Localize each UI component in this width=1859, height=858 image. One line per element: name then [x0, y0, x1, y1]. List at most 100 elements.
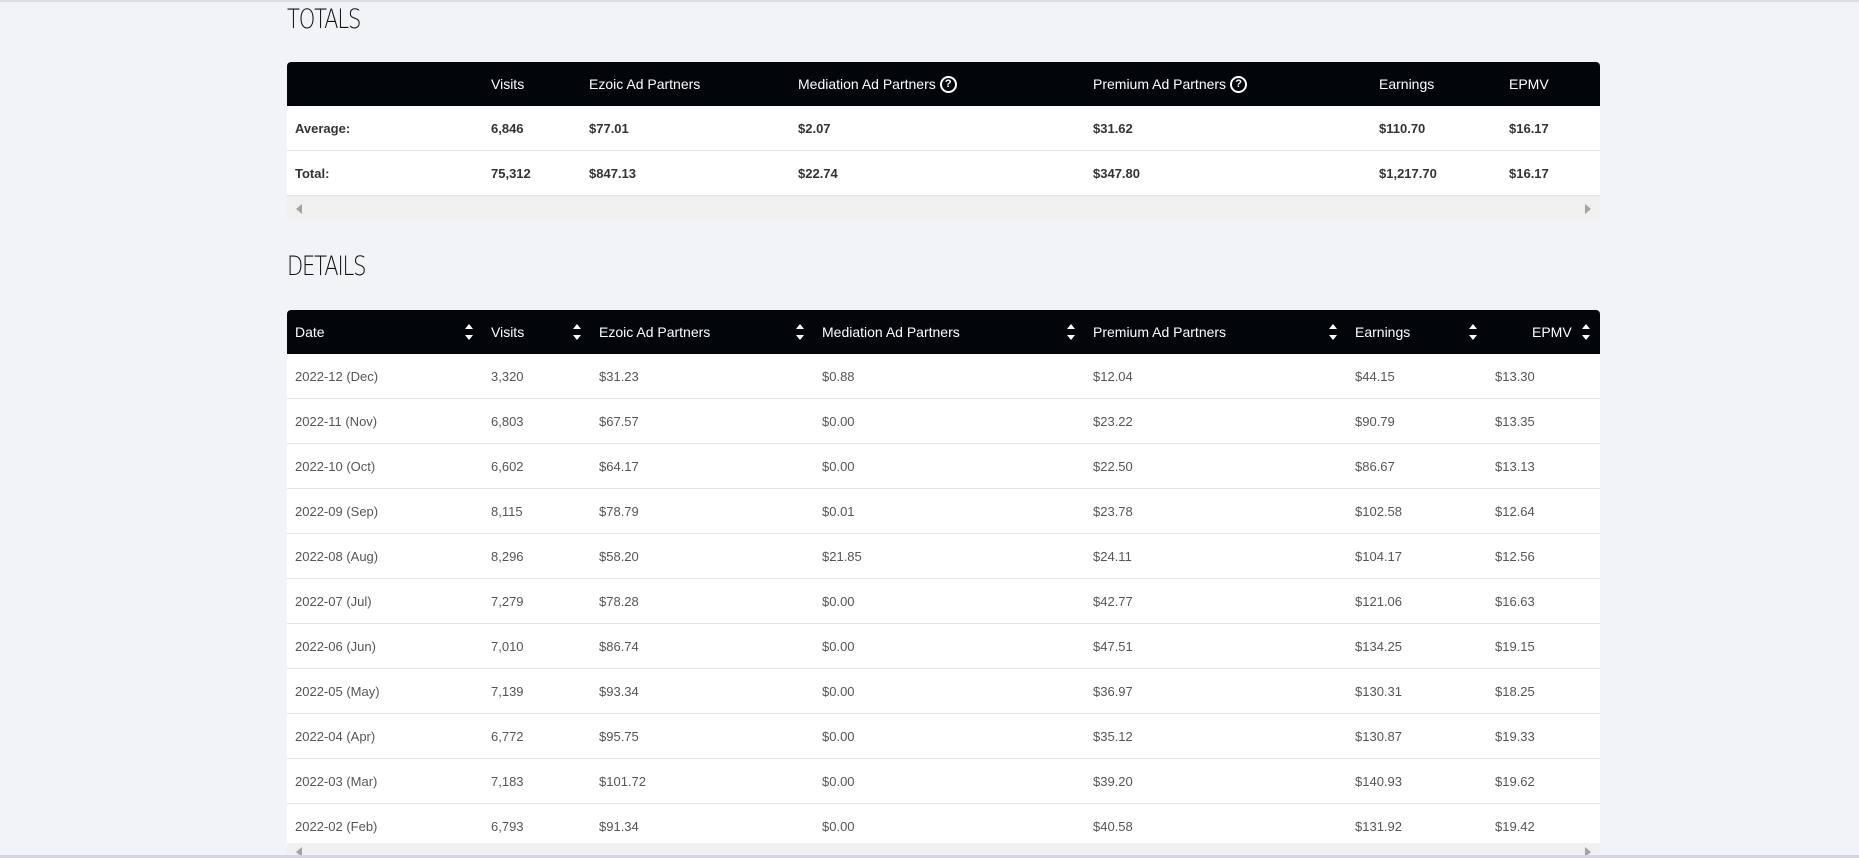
- details-header-epmv[interactable]: EPMV: [1487, 310, 1600, 354]
- details-cell-epmv: $19.15: [1495, 638, 1535, 654]
- table-row: 2022-09 (Sep) 8,115 $78.79 $0.01 $23.78 $102.…: [287, 489, 1600, 534]
- details-cell-premium: $35.12: [1093, 728, 1133, 744]
- sort-icon[interactable]: [1469, 322, 1477, 342]
- details-cell-visits: 3,320: [491, 368, 524, 384]
- details-cell-visits: 6,772: [491, 728, 524, 744]
- scroll-left-icon[interactable]: [296, 847, 302, 857]
- details-cell-mediation: $0.00: [822, 683, 855, 699]
- totals-cell-mediation: $2.07: [798, 120, 831, 136]
- details-cell-ezoic: $31.23: [599, 368, 639, 384]
- table-row: 2022-06 (Jun) 7,010 $86.74 $0.00 $47.51 $134.…: [287, 624, 1600, 669]
- details-cell-epmv: $13.13: [1495, 458, 1535, 474]
- table-row: 2022-02 (Feb) 6,793 $91.34 $0.00 $40.58 $131.…: [287, 804, 1600, 849]
- totals-cell-premium: $347.80: [1093, 165, 1140, 181]
- totals-header-premium-label: Premium Ad Partners: [1093, 76, 1227, 92]
- details-header-mediation[interactable]: Mediation Ad Partners: [814, 310, 1085, 354]
- totals-cell-label: Average:: [295, 120, 351, 136]
- details-cell-ezoic: $93.34: [599, 683, 639, 699]
- details-cell-premium: $12.04: [1093, 368, 1133, 384]
- details-header-visits[interactable]: Visits: [483, 310, 591, 354]
- sort-icon[interactable]: [465, 322, 473, 342]
- totals-cell-visits: 6,846: [491, 120, 524, 136]
- sort-icon[interactable]: [1582, 322, 1590, 342]
- details-cell-date: 2022-02 (Feb): [295, 818, 378, 834]
- details-cell-ezoic: $78.79: [599, 503, 639, 519]
- totals-header-label: [287, 62, 483, 106]
- totals-row: Total: 75,312 $847.13 $22.74 $347.80 $1,217.7…: [287, 151, 1600, 196]
- totals-body: Average: 6,846 $77.01 $2.07 $31.62 $110.70 $16…: [287, 106, 1600, 196]
- table-row: 2022-05 (May) 7,139 $93.34 $0.00 $36.97 $130.…: [287, 669, 1600, 714]
- details-cell-ezoic: $95.75: [599, 728, 639, 744]
- help-icon[interactable]: ?: [939, 75, 957, 93]
- details-cell-date: 2022-07 (Jul): [295, 593, 372, 609]
- details-header-date[interactable]: Date: [287, 310, 483, 354]
- details-cell-date: 2022-10 (Oct): [295, 458, 376, 474]
- scroll-right-icon[interactable]: [1585, 847, 1591, 857]
- details-horizontal-scrollbar[interactable]: [287, 843, 1600, 858]
- scroll-right-icon[interactable]: [1585, 204, 1591, 214]
- details-cell-epmv: $16.63: [1495, 593, 1535, 609]
- details-header-premium-label: Premium Ad Partners: [1093, 324, 1227, 340]
- details-header-visits-label: Visits: [491, 324, 525, 340]
- details-cell-ezoic: $64.17: [599, 458, 639, 474]
- details-cell-mediation: $0.00: [822, 413, 855, 429]
- details-cell-earnings: $140.93: [1355, 773, 1402, 789]
- details-cell-premium: $40.58: [1093, 818, 1133, 834]
- details-cell-mediation: $0.01: [822, 503, 855, 519]
- totals-header-ezoic: Ezoic Ad Partners: [589, 76, 701, 92]
- details-header-ezoic[interactable]: Ezoic Ad Partners: [591, 310, 814, 354]
- scroll-left-icon[interactable]: [296, 204, 302, 214]
- details-cell-earnings: $130.87: [1355, 728, 1402, 744]
- sort-icon[interactable]: [1067, 322, 1075, 342]
- details-cell-date: 2022-08 (Aug): [295, 548, 379, 564]
- details-cell-visits: 8,296: [491, 548, 524, 564]
- details-cell-premium: $47.51: [1093, 638, 1133, 654]
- details-cell-mediation: $0.00: [822, 818, 855, 834]
- sort-icon[interactable]: [796, 322, 804, 342]
- details-header-row: Date Visits Ezoic Ad Partners Mediation …: [287, 310, 1600, 354]
- totals-cell-epmv: $16.17: [1509, 165, 1549, 181]
- sort-icon[interactable]: [573, 322, 581, 342]
- totals-horizontal-scrollbar[interactable]: [287, 196, 1600, 220]
- details-cell-visits: 6,602: [491, 458, 524, 474]
- details-title: DETAILS: [287, 251, 366, 282]
- details-cell-premium: $39.20: [1093, 773, 1133, 789]
- details-cell-earnings: $102.58: [1355, 503, 1402, 519]
- details-cell-premium: $22.50: [1093, 458, 1133, 474]
- details-cell-earnings: $134.25: [1355, 638, 1402, 654]
- totals-header-premium: Premium Ad Partners ?: [1085, 62, 1371, 106]
- help-icon[interactable]: ?: [1230, 75, 1248, 93]
- details-cell-visits: 7,010: [491, 638, 524, 654]
- details-cell-premium: $23.78: [1093, 503, 1133, 519]
- table-row: 2022-12 (Dec) 3,320 $31.23 $0.88 $12.04 $44.1…: [287, 354, 1600, 399]
- details-cell-mediation: $0.88: [822, 368, 855, 384]
- details-cell-epmv: $19.42: [1495, 818, 1535, 834]
- details-cell-date: 2022-03 (Mar): [295, 773, 378, 789]
- details-header-earnings[interactable]: Earnings: [1347, 310, 1487, 354]
- details-cell-mediation: $0.00: [822, 638, 855, 654]
- sort-icon[interactable]: [1329, 322, 1337, 342]
- totals-cell-ezoic: $77.01: [589, 120, 629, 136]
- totals-header-mediation: Mediation Ad Partners ?: [790, 62, 1085, 106]
- details-header-epmv-label: EPMV: [1532, 324, 1572, 340]
- details-header-date-label: Date: [295, 324, 325, 340]
- details-cell-visits: 7,279: [491, 593, 524, 609]
- details-body: 2022-12 (Dec) 3,320 $31.23 $0.88 $12.04 $44.1…: [287, 354, 1600, 849]
- details-cell-premium: $23.22: [1093, 413, 1133, 429]
- details-cell-earnings: $104.17: [1355, 548, 1402, 564]
- details-header-earnings-label: Earnings: [1355, 324, 1411, 340]
- details-cell-mediation: $0.00: [822, 773, 855, 789]
- totals-cell-visits: 75,312: [491, 165, 531, 181]
- details-cell-ezoic: $86.74: [599, 638, 639, 654]
- details-cell-visits: 7,139: [491, 683, 524, 699]
- details-cell-visits: 7,183: [491, 773, 524, 789]
- totals-cell-label: Total:: [295, 165, 330, 181]
- table-row: 2022-03 (Mar) 7,183 $101.72 $0.00 $39.20 $140…: [287, 759, 1600, 804]
- details-header-premium[interactable]: Premium Ad Partners: [1085, 310, 1347, 354]
- details-cell-mediation: $21.85: [822, 548, 862, 564]
- details-cell-ezoic: $67.57: [599, 413, 639, 429]
- table-row: 2022-10 (Oct) 6,602 $64.17 $0.00 $22.50 $86.6…: [287, 444, 1600, 489]
- details-cell-epmv: $19.62: [1495, 773, 1535, 789]
- details-cell-ezoic: $101.72: [599, 773, 646, 789]
- details-cell-mediation: $0.00: [822, 593, 855, 609]
